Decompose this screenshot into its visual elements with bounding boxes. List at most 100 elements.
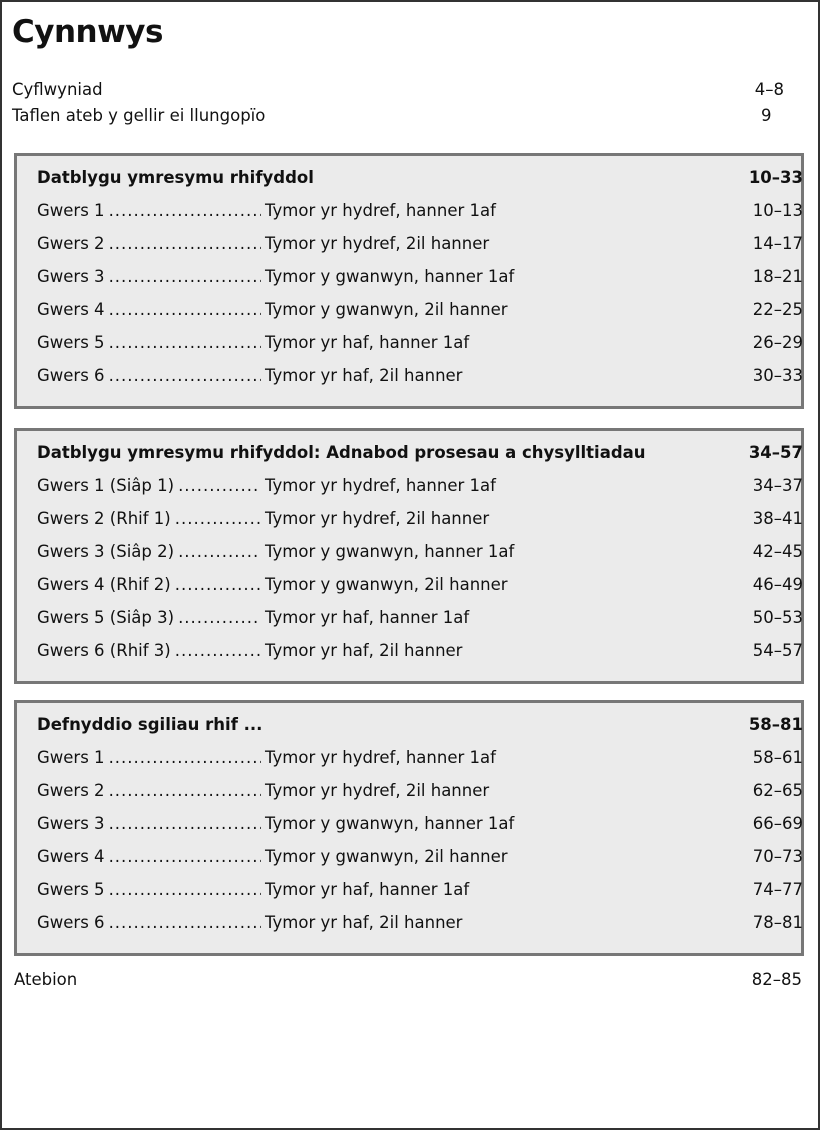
- lesson-label: Gwers 4: [37, 300, 105, 319]
- lesson-row: Gwers 1 (Siâp 1) Tymor yr hydref, hanner …: [37, 474, 803, 498]
- lesson-term: Tymor y gwanwyn, 2il hanner: [265, 575, 508, 594]
- lesson-label: Gwers 5 (Siâp 3): [37, 608, 175, 627]
- section-pages: 10–33: [748, 168, 803, 187]
- lesson-row: Gwers 4 (Rhif 2) Tymor y gwanwyn, 2il han…: [37, 573, 803, 597]
- lesson-pages: 74–77: [752, 880, 803, 899]
- lesson-label: Gwers 2: [37, 781, 105, 800]
- lesson-label: Gwers 1: [37, 748, 105, 767]
- lesson-term: Tymor y gwanwyn, 2il hanner: [265, 847, 508, 866]
- lesson-label-cell: Gwers 4 (Rhif 2): [37, 573, 265, 597]
- lesson-pages: 58–61: [752, 748, 803, 767]
- lesson-pages: 54–57: [752, 641, 803, 660]
- dot-leader: [109, 779, 261, 803]
- dot-leader: [109, 364, 261, 388]
- lesson-pages: 34–37: [752, 476, 803, 495]
- entry-label: Atebion: [14, 970, 78, 989]
- lesson-label-cell: Gwers 6: [37, 911, 265, 935]
- lesson-term: Tymor y gwanwyn, hanner 1af: [265, 814, 515, 833]
- section-heading: Defnyddio sgiliau rhif ... 58–81: [37, 713, 803, 737]
- lesson-pages: 14–17: [752, 234, 803, 253]
- lesson-row: Gwers 6 Tymor yr haf, 2il hanner 78–81: [37, 911, 803, 935]
- lesson-term: Tymor y gwanwyn, hanner 1af: [265, 542, 515, 561]
- lesson-label: Gwers 3: [37, 814, 105, 833]
- dot-leader: [178, 474, 261, 498]
- lesson-term: Tymor y gwanwyn, hanner 1af: [265, 267, 515, 286]
- lesson-term: Tymor yr hydref, hanner 1af: [265, 476, 496, 495]
- lesson-row: Gwers 4 Tymor y gwanwyn, 2il hanner 22–25: [37, 298, 803, 322]
- lesson-label-cell: Gwers 2: [37, 232, 265, 256]
- lesson-label: Gwers 1: [37, 201, 105, 220]
- lesson-pages: 46–49: [752, 575, 803, 594]
- lesson-row: Gwers 6 Tymor yr haf, 2il hanner 30–33: [37, 364, 803, 388]
- lesson-label: Gwers 2: [37, 234, 105, 253]
- lesson-label: Gwers 3 (Siâp 2): [37, 542, 175, 561]
- toc-entry-answer-sheet: Taflen ateb y gellir ei llungopïo 9: [12, 104, 784, 128]
- lesson-pages: 70–73: [752, 847, 803, 866]
- dot-leader: [178, 606, 261, 630]
- lesson-label: Gwers 6: [37, 366, 105, 385]
- toc-entry-answers: Atebion 82–85: [14, 968, 802, 992]
- lesson-pages: 38–41: [752, 509, 803, 528]
- lesson-label: Gwers 4: [37, 847, 105, 866]
- lesson-label-cell: Gwers 1 (Siâp 1): [37, 474, 265, 498]
- section-box: Datblygu ymresymu rhifyddol: Adnabod pro…: [14, 428, 804, 684]
- lesson-row: Gwers 6 (Rhif 3) Tymor yr haf, 2il hanner…: [37, 639, 803, 663]
- lesson-term: Tymor yr hydref, 2il hanner: [265, 781, 490, 800]
- dot-leader: [109, 265, 261, 289]
- lesson-row: Gwers 3 (Siâp 2) Tymor y gwanwyn, hanner …: [37, 540, 803, 564]
- dot-leader: [109, 331, 261, 355]
- section-title: Datblygu ymresymu rhifyddol: [37, 168, 314, 187]
- lesson-pages: 10–13: [752, 201, 803, 220]
- lesson-pages: 18–21: [752, 267, 803, 286]
- dot-leader: [175, 507, 261, 531]
- lesson-label-cell: Gwers 2: [37, 779, 265, 803]
- dot-leader: [178, 540, 261, 564]
- lesson-term: Tymor yr haf, 2il hanner: [265, 913, 463, 932]
- entry-pages: 82–85: [751, 970, 802, 989]
- lesson-row: Gwers 2 Tymor yr hydref, 2il hanner 14–17: [37, 232, 803, 256]
- section-heading: Datblygu ymresymu rhifyddol 10–33: [37, 166, 803, 190]
- lesson-pages: 22–25: [752, 300, 803, 319]
- lesson-label-cell: Gwers 6: [37, 364, 265, 388]
- lesson-label: Gwers 1 (Siâp 1): [37, 476, 175, 495]
- lesson-row: Gwers 2 Tymor yr hydref, 2il hanner 62–65: [37, 779, 803, 803]
- section-heading: Datblygu ymresymu rhifyddol: Adnabod pro…: [37, 441, 803, 465]
- lesson-row: Gwers 1 Tymor yr hydref, hanner 1af 10–13: [37, 199, 803, 223]
- lesson-label-cell: Gwers 5: [37, 878, 265, 902]
- lesson-label: Gwers 4 (Rhif 2): [37, 575, 171, 594]
- lesson-label-cell: Gwers 3 (Siâp 2): [37, 540, 265, 564]
- lesson-label: Gwers 5: [37, 880, 105, 899]
- lesson-label-cell: Gwers 5: [37, 331, 265, 355]
- dot-leader: [109, 911, 261, 935]
- lesson-label-cell: Gwers 4: [37, 845, 265, 869]
- lesson-label-cell: Gwers 3: [37, 812, 265, 836]
- dot-leader: [175, 639, 261, 663]
- section-title: Datblygu ymresymu rhifyddol: Adnabod pro…: [37, 443, 646, 462]
- dot-leader: [109, 812, 261, 836]
- section-box: Datblygu ymresymu rhifyddol 10–33 Gwers 1 T…: [14, 153, 804, 409]
- lesson-label-cell: Gwers 1: [37, 199, 265, 223]
- lesson-row: Gwers 5 Tymor yr haf, hanner 1af 26–29: [37, 331, 803, 355]
- section-pages: 58–81: [748, 715, 803, 734]
- dot-leader: [109, 199, 261, 223]
- lesson-label-cell: Gwers 6 (Rhif 3): [37, 639, 265, 663]
- dot-leader: [109, 878, 261, 902]
- entry-label: Cyflwyniad: [12, 80, 103, 99]
- lesson-pages: 30–33: [752, 366, 803, 385]
- lesson-row: Gwers 4 Tymor y gwanwyn, 2il hanner 70–73: [37, 845, 803, 869]
- lesson-term: Tymor yr hydref, 2il hanner: [265, 509, 490, 528]
- lesson-row: Gwers 3 Tymor y gwanwyn, hanner 1af 66–69: [37, 812, 803, 836]
- lesson-row: Gwers 1 Tymor yr hydref, hanner 1af 58–61: [37, 746, 803, 770]
- lesson-term: Tymor yr hydref, 2il hanner: [265, 234, 490, 253]
- lesson-pages: 66–69: [752, 814, 803, 833]
- lesson-pages: 78–81: [752, 913, 803, 932]
- lesson-pages: 42–45: [752, 542, 803, 561]
- dot-leader: [175, 573, 261, 597]
- lesson-row: Gwers 5 (Siâp 3) Tymor yr haf, hanner 1af…: [37, 606, 803, 630]
- lesson-pages: 50–53: [752, 608, 803, 627]
- dot-leader: [109, 232, 261, 256]
- lesson-label: Gwers 5: [37, 333, 105, 352]
- lesson-pages: 26–29: [752, 333, 803, 352]
- entry-label: Taflen ateb y gellir ei llungopïo: [12, 106, 266, 125]
